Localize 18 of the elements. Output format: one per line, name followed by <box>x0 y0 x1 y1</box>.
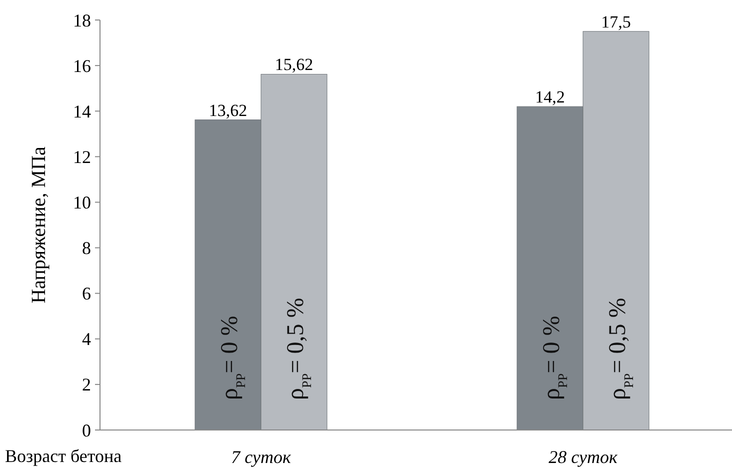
y-tick-label: 12 <box>73 146 91 167</box>
y-tick-label: 14 <box>73 101 91 122</box>
x-tick-label: 7 суток <box>231 447 292 467</box>
y-tick-label: 10 <box>73 192 91 213</box>
y-tick-label: 0 <box>82 420 91 440</box>
data-label: 14,2 <box>535 88 565 107</box>
data-label: 17,5 <box>601 12 631 32</box>
x-axis-title: Возраст бетона <box>5 446 122 466</box>
x-tick-label: 28 суток <box>548 447 618 467</box>
y-tick-label: 2 <box>82 374 91 395</box>
y-tick-label: 18 <box>73 10 91 30</box>
y-tick-label: 8 <box>82 238 91 258</box>
y-axis-title: Напряжение, МПа <box>28 146 50 304</box>
data-label: 13,62 <box>208 100 248 120</box>
y-tick-label: 6 <box>82 284 91 304</box>
data-label: 15,62 <box>274 55 314 74</box>
y-tick-label: 16 <box>73 56 91 76</box>
y-tick-label: 4 <box>82 329 91 350</box>
